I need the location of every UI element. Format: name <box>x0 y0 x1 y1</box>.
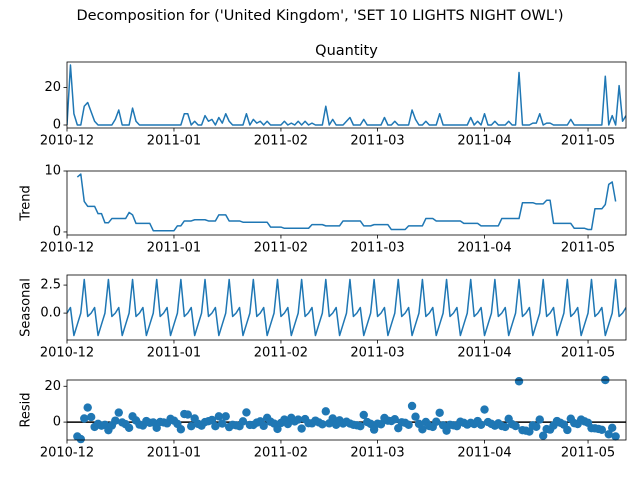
y-tick-label: 0 <box>53 118 61 133</box>
x-tick-label: 2011-05 <box>561 134 615 149</box>
resid-point <box>604 430 613 439</box>
resid-point <box>80 414 89 423</box>
resid-point <box>535 415 544 424</box>
y-tick-label: 20 <box>44 379 61 394</box>
resid-point <box>611 432 620 441</box>
y-axis-label: Seasonal <box>19 278 34 337</box>
figure-title: Decomposition for ('United Kingdom', 'SE… <box>76 8 563 24</box>
resid-point <box>563 425 572 435</box>
resid-point <box>511 421 520 431</box>
x-tick-label: 2011-05 <box>561 346 615 361</box>
resid-point <box>183 410 192 419</box>
resid-point <box>293 415 303 424</box>
x-tick-label: 2011-02 <box>254 346 308 361</box>
resid-point <box>404 420 413 429</box>
x-tick-label: 2011-01 <box>147 446 201 461</box>
y-axis-label: Resid <box>19 392 34 427</box>
resid-point <box>187 422 196 431</box>
resid-point <box>321 407 330 416</box>
resid-point <box>111 416 120 425</box>
y-tick-label: 0 <box>53 415 61 430</box>
x-tick-label: 2011-04 <box>457 346 511 361</box>
x-tick-label: 2011-03 <box>350 346 404 361</box>
x-tick-label: 2011-04 <box>457 134 511 149</box>
series-line <box>76 173 617 232</box>
y-axis-label: Trend <box>19 185 34 222</box>
resid-point <box>501 422 510 432</box>
resid-point <box>124 423 134 433</box>
series-line <box>67 278 626 337</box>
resid-point <box>221 412 230 421</box>
x-tick-label: 2010-12 <box>40 446 94 461</box>
resid-point <box>83 403 92 412</box>
resid-point <box>432 417 441 426</box>
x-tick-label: 2011-01 <box>147 134 201 149</box>
resid-point <box>525 427 534 436</box>
resid-point <box>214 412 224 421</box>
resid-point <box>390 415 400 424</box>
resid-point <box>76 434 86 444</box>
resid-point <box>407 401 417 411</box>
resid-point <box>297 424 306 433</box>
resid-point <box>114 408 123 417</box>
x-tick-label: 2010-12 <box>40 241 94 256</box>
y-tick-label: 10 <box>44 164 61 179</box>
x-tick-label: 2011-04 <box>457 241 511 256</box>
resid-point <box>238 417 248 426</box>
x-tick-label: 2011-02 <box>254 446 308 461</box>
y-tick-label: 0.0 <box>40 306 61 321</box>
x-tick-label: 2011-03 <box>350 241 404 256</box>
resid-point <box>242 408 251 417</box>
resid-point <box>318 420 327 429</box>
x-tick-label: 2011-02 <box>254 134 308 149</box>
resid-point <box>356 422 365 431</box>
axes-frame <box>66 274 627 341</box>
axes-frame <box>66 170 627 236</box>
resid-point <box>480 405 489 414</box>
resid-point <box>418 425 427 434</box>
panel-title: Quantity <box>315 43 378 59</box>
series-line <box>67 64 626 126</box>
resid-point <box>259 421 268 431</box>
resid-point <box>435 408 444 417</box>
resid-point <box>211 422 220 431</box>
resid-point <box>411 412 420 421</box>
resid-point <box>176 425 186 434</box>
resid-point <box>283 419 293 429</box>
y-tick-label: 2.5 <box>40 278 61 293</box>
resid-point <box>597 425 607 434</box>
x-tick-label: 2011-05 <box>561 241 615 256</box>
resid-point <box>328 414 337 423</box>
y-tick-label: 0 <box>53 224 61 239</box>
resid-point <box>218 419 227 428</box>
x-tick-label: 2011-03 <box>350 446 404 461</box>
resid-point <box>376 420 386 429</box>
x-tick-label: 2011-01 <box>147 346 201 361</box>
axes-frame <box>66 379 627 441</box>
resid-point <box>538 431 548 440</box>
x-tick-label: 2010-12 <box>40 134 94 149</box>
x-tick-label: 2010-12 <box>40 346 94 361</box>
x-tick-label: 2011-01 <box>147 241 201 256</box>
resid-point <box>359 410 368 420</box>
y-tick-label: 20 <box>44 80 61 95</box>
resid-point <box>607 423 617 433</box>
resid-point <box>476 420 486 429</box>
x-tick-label: 2011-03 <box>350 134 404 149</box>
resid-point <box>86 412 96 422</box>
resid-point <box>532 422 541 431</box>
axes-frame <box>66 61 627 129</box>
x-tick-label: 2011-04 <box>457 446 511 461</box>
resid-point <box>207 415 217 425</box>
x-tick-label: 2011-05 <box>561 446 615 461</box>
resid-point <box>514 377 524 386</box>
x-tick-label: 2011-02 <box>254 241 308 256</box>
